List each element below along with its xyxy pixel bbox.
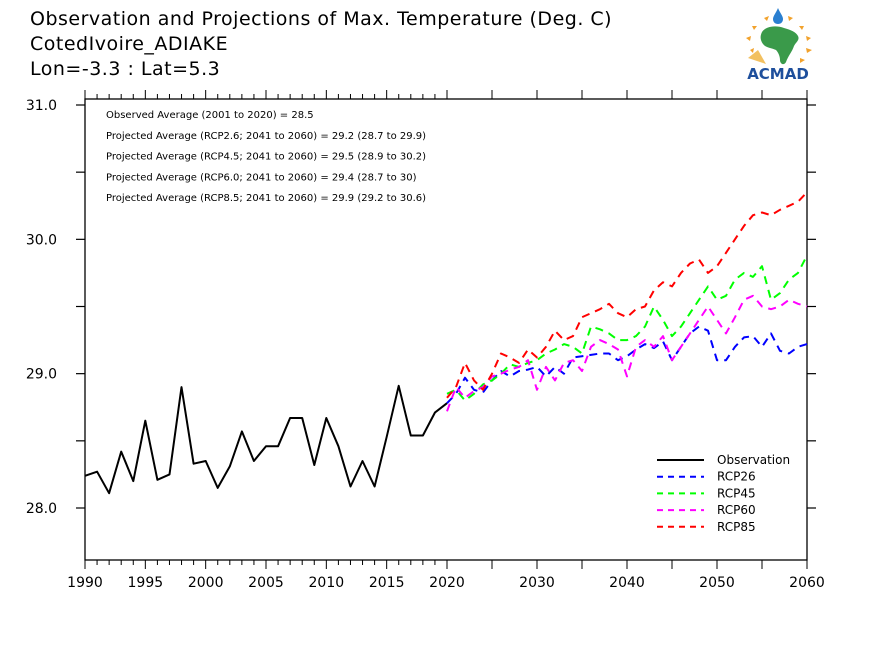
sun-sector-icon [748,50,766,64]
legend-label-observation: Observation [717,453,790,467]
x-tick-label: 1995 [128,575,164,591]
acmad-logo: ACMAD [746,8,812,82]
logo-text: ACMAD [747,65,809,82]
station-coordinates: Lon=-3.3 : Lat=5.3 [30,58,221,80]
x-tick-label: 2040 [609,575,645,591]
series-line-observation [84,384,448,495]
sun-rays-icon [746,16,812,63]
projected-average-annotation: Projected Average (RCP8.5; 2041 to 2060)… [106,193,426,204]
projected-average-annotation: Projected Average (RCP4.5; 2041 to 2060)… [106,152,426,163]
x-tick-label: 2030 [519,575,555,591]
y-tick-label: 31.0 [26,98,57,114]
legend-label-rcp60: RCP60 [717,503,756,517]
legend-label-rcp85: RCP85 [717,520,756,534]
observed-average-annotation: Observed Average (2001 to 2020) = 28.5 [106,110,314,121]
series-line-rcp45 [446,255,808,402]
y-tick-label: 29.0 [26,367,57,383]
legend-label-rcp26: RCP26 [717,470,756,484]
projected-average-annotation: Projected Average (RCP2.6; 2041 to 2060)… [106,131,426,142]
y-tick-label: 30.0 [26,232,57,248]
x-tick-label: 1990 [67,575,103,591]
x-tick-label: 2060 [789,575,825,591]
station-name: CotedIvoire_ADIAKE [30,33,229,55]
x-tick-label: 2050 [699,575,735,591]
series-line-rcp60 [446,294,808,412]
legend-label-rcp45: RCP45 [717,486,756,500]
series-line-rcp85 [446,191,808,399]
x-tick-label: 2020 [429,575,465,591]
x-tick-label: 2010 [309,575,345,591]
x-tick-label: 2000 [188,575,224,591]
x-tick-label: 2005 [248,575,284,591]
projected-average-annotation: Projected Average (RCP6.0; 2041 to 2060)… [106,172,417,183]
plot-frame [84,98,808,561]
water-drop-icon [773,8,783,24]
y-tick-label: 28.0 [26,501,57,517]
chart-title: Observation and Projections of Max. Temp… [30,8,613,30]
x-tick-label: 2015 [369,575,405,591]
africa-map-icon [760,26,799,65]
series-line-rcp26 [446,325,808,404]
